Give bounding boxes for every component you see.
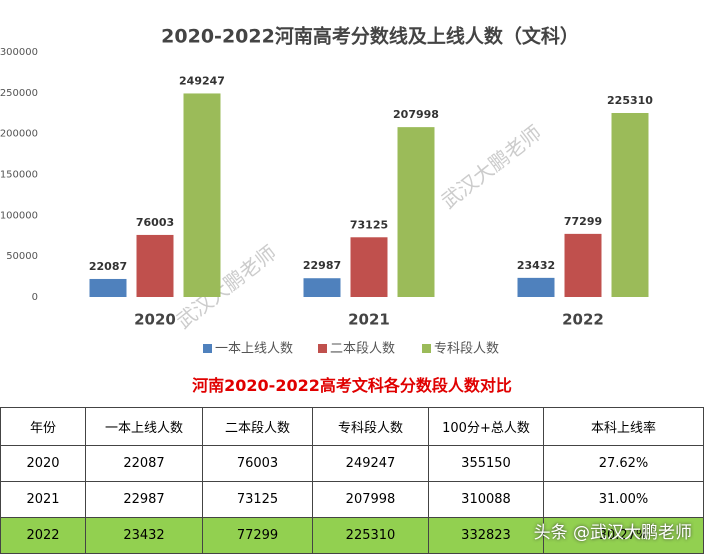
legend-swatch bbox=[422, 344, 431, 353]
value-label: 76003 bbox=[136, 216, 174, 229]
table-cell: 225310 bbox=[312, 517, 429, 554]
legend-label: 二本段人数 bbox=[330, 342, 395, 357]
bar bbox=[89, 278, 127, 297]
watermark: 武汉大鹏老师 bbox=[437, 120, 546, 213]
table-cell: 73125 bbox=[202, 481, 313, 518]
table-row: 年份 一本上线人数 二本段人数 专科段人数 100分+总人数 本科上线率 bbox=[0, 407, 704, 446]
table-cell: 332823 bbox=[428, 517, 544, 554]
watermark: 头条 @武汉大鹏老师 bbox=[533, 523, 692, 543]
bar bbox=[303, 278, 341, 297]
value-label: 23432 bbox=[517, 259, 555, 272]
y-tick-label: 0 bbox=[32, 292, 38, 303]
table-title: 河南2020-2022高考文科各分数段人数对比 bbox=[192, 376, 512, 395]
table-cell: 27.62% bbox=[543, 445, 704, 482]
table-cell: 二本段人数 bbox=[202, 407, 313, 446]
value-label: 225310 bbox=[607, 94, 653, 107]
legend-label: 一本上线人数 bbox=[215, 342, 293, 357]
table-cell: 2021 bbox=[0, 481, 86, 518]
table-cell: 77299 bbox=[202, 517, 313, 554]
legend-swatch bbox=[318, 344, 327, 353]
table-cell: 23432 bbox=[85, 517, 203, 554]
value-label: 207998 bbox=[393, 108, 439, 121]
bar bbox=[611, 112, 649, 298]
chart-title: 2020-2022河南高考分数线及上线人数（文科） bbox=[161, 25, 579, 48]
value-label: 22087 bbox=[89, 260, 127, 273]
bar bbox=[350, 237, 388, 297]
value-label: 22987 bbox=[303, 259, 341, 272]
bar bbox=[136, 234, 174, 297]
table-cell: 22087 bbox=[85, 445, 203, 482]
legend-label: 专科段人数 bbox=[434, 342, 499, 357]
bar bbox=[517, 277, 555, 297]
y-tick-label: 150000 bbox=[0, 170, 38, 181]
bar bbox=[564, 233, 602, 297]
y-tick-label: 200000 bbox=[0, 129, 38, 140]
y-tick-label: 50000 bbox=[6, 251, 38, 262]
table-cell: 207998 bbox=[312, 481, 429, 518]
table-cell: 76003 bbox=[202, 445, 313, 482]
table-cell: 22987 bbox=[85, 481, 203, 518]
table-row: 2020 22087 76003 249247 355150 27.62% bbox=[0, 445, 704, 482]
value-label: 73125 bbox=[350, 218, 388, 231]
legend-swatch bbox=[203, 344, 212, 353]
table-cell: 年份 bbox=[0, 407, 86, 446]
value-label: 77299 bbox=[564, 215, 602, 228]
table-row: 2021 22987 73125 207998 310088 31.00% bbox=[0, 481, 704, 518]
table-cell: 专科段人数 bbox=[312, 407, 429, 446]
bar bbox=[183, 93, 221, 298]
table-row: 2022 23432 77299 225310 332823 30.27% bbox=[0, 517, 704, 554]
y-tick-label: 250000 bbox=[0, 88, 38, 99]
table-cell: 249247 bbox=[312, 445, 429, 482]
value-label: 249247 bbox=[179, 74, 225, 87]
y-tick-label: 300000 bbox=[0, 47, 38, 58]
chart: 2020-2022河南高考分数线及上线人数（文科） 武汉大鹏老师 武汉大鹏老师 … bbox=[0, 25, 653, 357]
x-tick-label: 2022 bbox=[562, 311, 604, 329]
table-cell: 100分+总人数 bbox=[428, 407, 544, 446]
table-cell: 本科上线率 bbox=[543, 407, 704, 446]
table-cell: 一本上线人数 bbox=[85, 407, 203, 446]
x-tick-label: 2020 bbox=[134, 311, 176, 329]
table: 年份 一本上线人数 二本段人数 专科段人数 100分+总人数 本科上线率 2020 22087… bbox=[0, 407, 704, 554]
table-cell: 30.27% bbox=[543, 517, 704, 554]
table-cell: 2022 bbox=[0, 517, 86, 554]
table-cell: 2020 bbox=[0, 445, 86, 482]
bar bbox=[397, 127, 435, 297]
table-cell: 355150 bbox=[428, 445, 544, 482]
x-tick-label: 2021 bbox=[348, 311, 390, 329]
table-cell: 310088 bbox=[428, 481, 544, 518]
y-tick-label: 100000 bbox=[0, 210, 38, 221]
table-cell: 31.00% bbox=[543, 481, 704, 518]
